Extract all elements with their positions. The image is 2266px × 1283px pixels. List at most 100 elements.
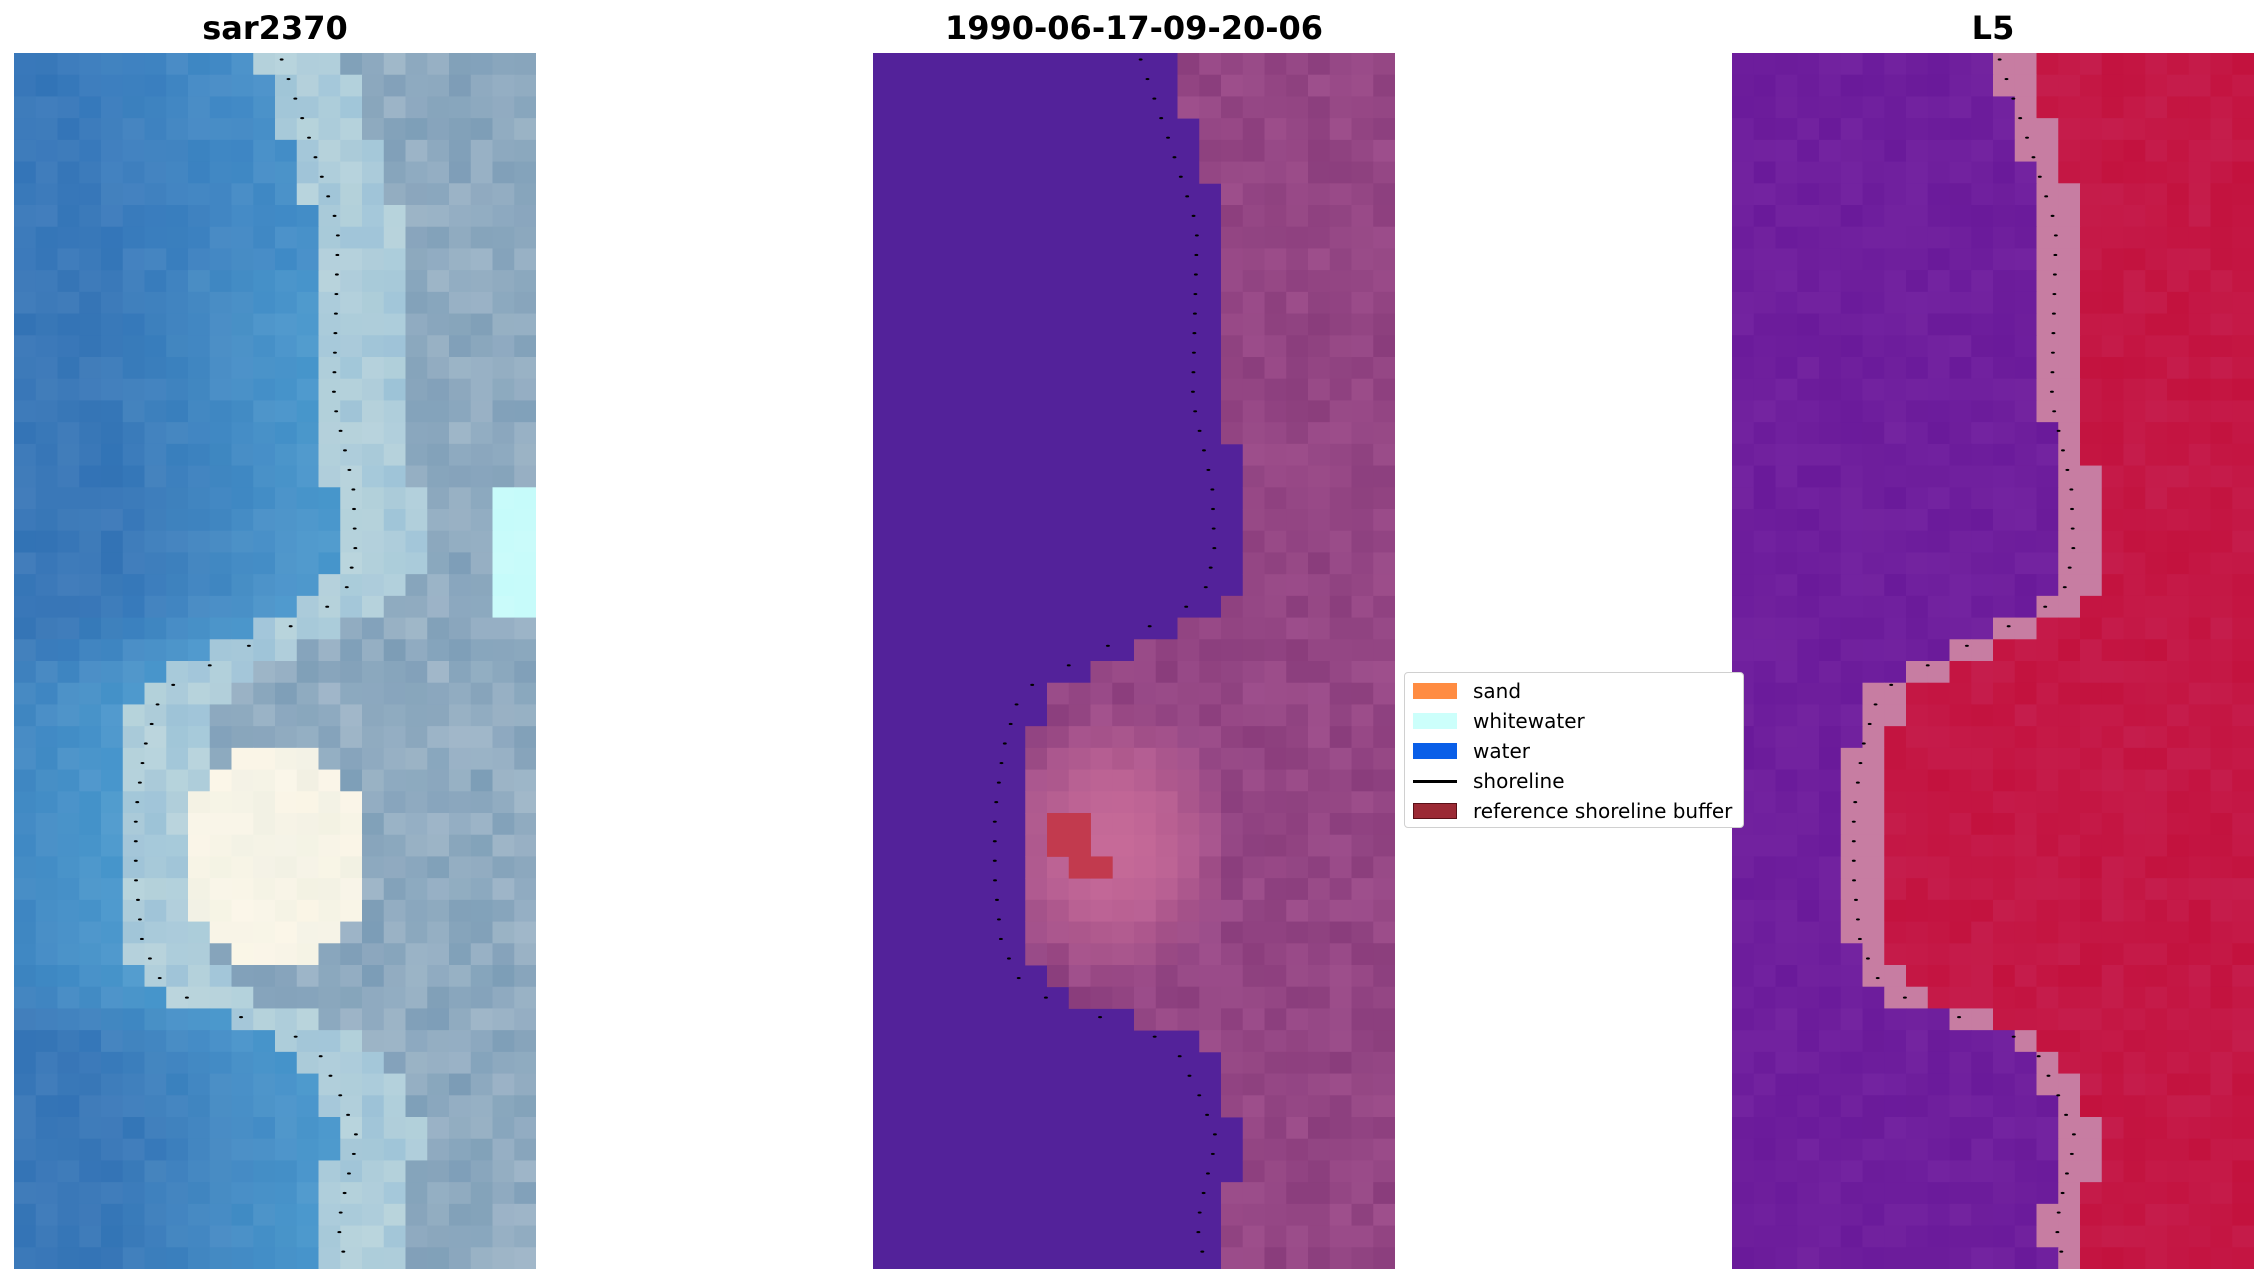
land-pixel bbox=[1090, 943, 1113, 966]
index-pixel bbox=[2145, 400, 2168, 423]
index-pixel bbox=[2101, 378, 2124, 401]
index-pixel bbox=[1797, 118, 1820, 141]
land-pixel bbox=[1221, 1182, 1244, 1205]
land-pixel bbox=[1242, 443, 1265, 467]
index-pixel bbox=[1732, 986, 1755, 1009]
index-pixel bbox=[1775, 921, 1798, 944]
index-pixel bbox=[2080, 791, 2103, 814]
shoreline-dot bbox=[346, 1113, 351, 1116]
index-pixel bbox=[2232, 465, 2254, 488]
rgb-pixel bbox=[209, 1247, 232, 1269]
rgb-pixel bbox=[449, 617, 472, 640]
rgb-pixel bbox=[362, 205, 385, 228]
rgb-pixel bbox=[14, 161, 37, 184]
index-pixel bbox=[2058, 335, 2081, 358]
index-pixel bbox=[2123, 1247, 2146, 1269]
land-pixel bbox=[1286, 1095, 1309, 1118]
rgb-pixel bbox=[318, 791, 341, 814]
index-pixel bbox=[1906, 422, 1929, 445]
rgb-pixel bbox=[275, 639, 298, 662]
rgb-pixel bbox=[79, 834, 102, 857]
rgb-pixel bbox=[383, 378, 406, 401]
shoreline-dot bbox=[2031, 156, 2036, 159]
land-pixel bbox=[1134, 813, 1157, 836]
rgb-pixel bbox=[340, 1182, 363, 1205]
index-pixel bbox=[2123, 574, 2146, 597]
index-pixel bbox=[1862, 96, 1885, 119]
rgb-pixel bbox=[79, 183, 102, 206]
shoreline-dot bbox=[1867, 722, 1872, 726]
index-pixel bbox=[2123, 878, 2146, 901]
index-pixel bbox=[1949, 682, 1972, 705]
index-pixel bbox=[1906, 443, 1929, 467]
index-pixel bbox=[2058, 226, 2081, 249]
rgb-pixel bbox=[79, 1095, 102, 1118]
index-pixel bbox=[1993, 769, 2016, 792]
rgb-pixel bbox=[57, 639, 80, 662]
index-pixel bbox=[1819, 747, 1842, 771]
index-pixel bbox=[2058, 205, 2081, 228]
rgb-pixel bbox=[231, 986, 254, 1009]
index-pixel bbox=[2014, 878, 2037, 901]
shoreline-dot bbox=[239, 1016, 244, 1019]
land-pixel bbox=[1351, 791, 1374, 814]
panel-title-date: 1990-06-17-09-20-06 bbox=[944, 9, 1324, 47]
index-pixel bbox=[1971, 530, 1994, 553]
rgb-pixel bbox=[318, 899, 341, 923]
index-pixel bbox=[2014, 1182, 2037, 1205]
rgb-pixel bbox=[14, 921, 37, 944]
rgb-pixel bbox=[492, 986, 515, 1009]
rgb-pixel bbox=[470, 899, 493, 923]
rgb-pixel bbox=[231, 1008, 254, 1031]
land-pixel bbox=[1221, 769, 1244, 792]
shoreline-dot bbox=[1208, 566, 1213, 569]
shoreline-dot bbox=[2069, 488, 2074, 491]
rgb-pixel bbox=[253, 248, 276, 271]
index-pixel bbox=[1753, 248, 1776, 271]
index-pixel bbox=[1819, 1247, 1842, 1269]
rgb-pixel bbox=[188, 943, 211, 966]
rgb-pixel bbox=[14, 183, 37, 206]
index-pixel bbox=[1971, 856, 1994, 879]
land-pixel bbox=[1134, 921, 1157, 944]
rgb-pixel bbox=[318, 878, 341, 901]
shoreline-dot bbox=[351, 488, 356, 491]
land-pixel bbox=[1199, 899, 1222, 923]
rgb-pixel bbox=[166, 595, 189, 619]
rgb-pixel bbox=[209, 270, 232, 293]
rgb-pixel bbox=[144, 205, 167, 228]
rgb-pixel bbox=[122, 378, 145, 401]
index-pixel bbox=[1775, 1095, 1798, 1118]
index-pixel bbox=[2036, 899, 2059, 923]
index-pixel bbox=[2080, 834, 2103, 857]
rgb-pixel bbox=[275, 291, 298, 315]
shoreline-dot bbox=[279, 58, 284, 61]
rgb-pixel bbox=[470, 1203, 493, 1227]
rgb-pixel bbox=[492, 378, 515, 401]
index-pixel bbox=[2014, 1138, 2037, 1161]
index-pixel bbox=[2058, 1160, 2081, 1183]
index-pixel bbox=[1884, 378, 1907, 401]
land-pixel bbox=[1177, 878, 1200, 901]
land-pixel bbox=[1242, 574, 1265, 597]
land-pixel bbox=[1308, 1117, 1331, 1140]
index-pixel bbox=[1906, 400, 1929, 423]
rgb-pixel bbox=[253, 661, 276, 684]
rgb-pixel bbox=[296, 74, 319, 97]
index-pixel bbox=[2014, 1008, 2037, 1031]
index-pixel bbox=[2058, 378, 2081, 401]
land-pixel bbox=[1177, 769, 1200, 792]
land-pixel bbox=[1329, 899, 1352, 923]
shoreline-dots bbox=[992, 58, 1217, 1253]
rgb-pixel bbox=[318, 487, 341, 510]
index-pixel bbox=[2080, 617, 2103, 640]
land-pixel bbox=[1286, 986, 1309, 1009]
index-pixel bbox=[1862, 1247, 1885, 1269]
land-pixel bbox=[1373, 139, 1395, 163]
rgb-pixel bbox=[166, 943, 189, 966]
index-pixel bbox=[1797, 291, 1820, 315]
rgb-pixel bbox=[383, 726, 406, 749]
index-pixel bbox=[1927, 856, 1950, 879]
rgb-pixel bbox=[166, 552, 189, 575]
rgb-pixel bbox=[275, 834, 298, 857]
